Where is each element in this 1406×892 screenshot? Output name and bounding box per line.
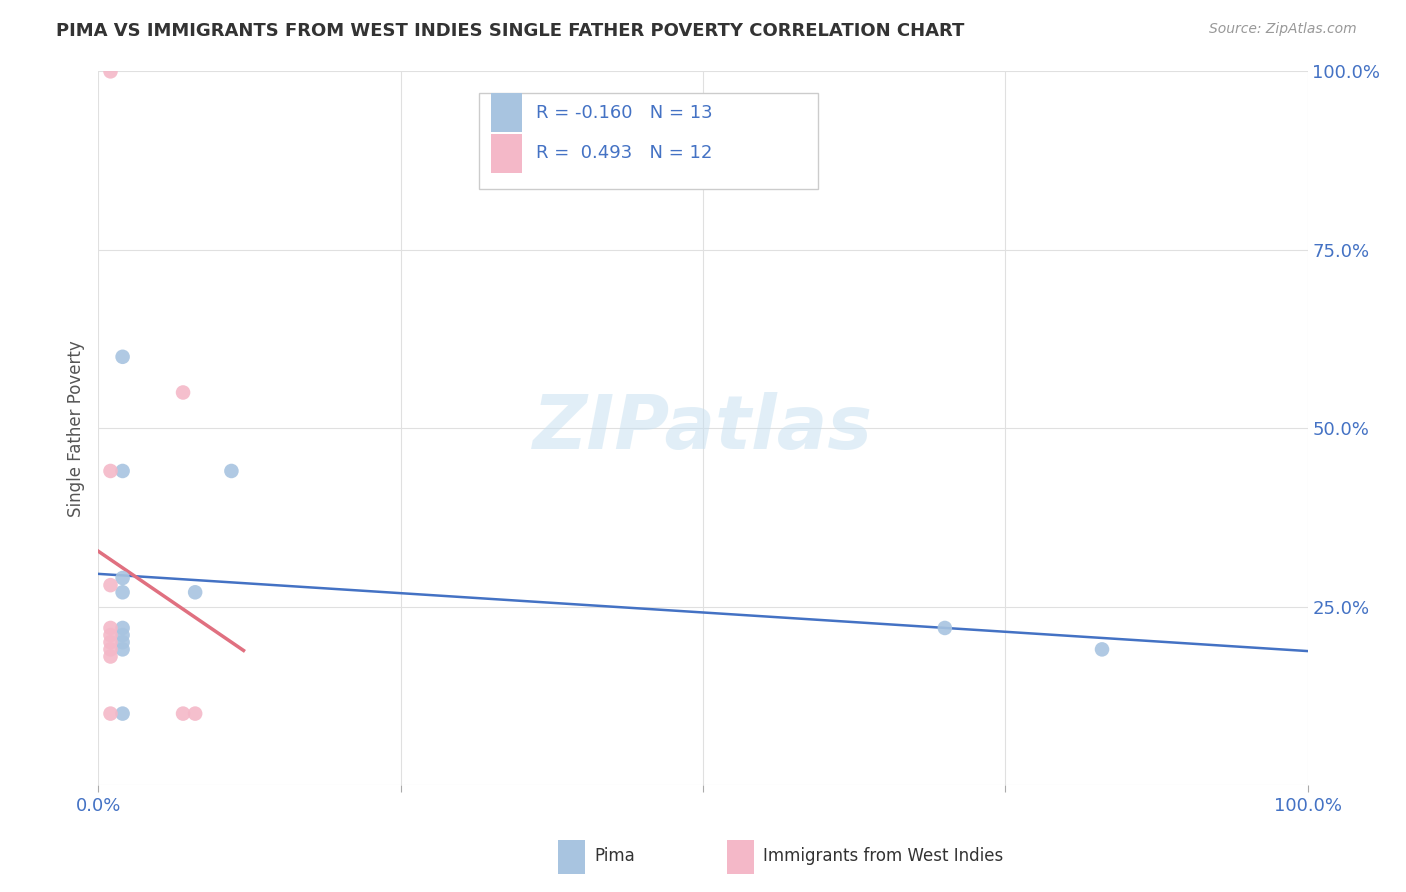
- Point: [172, 706, 194, 721]
- Point: [100, 64, 122, 78]
- Point: [111, 621, 134, 635]
- Point: [184, 706, 207, 721]
- Text: Immigrants from West Indies: Immigrants from West Indies: [763, 847, 1004, 865]
- Text: R =  0.493   N = 12: R = 0.493 N = 12: [536, 145, 713, 162]
- Point: [221, 464, 243, 478]
- Point: [111, 464, 134, 478]
- Point: [111, 635, 134, 649]
- Bar: [479, 93, 818, 189]
- Point: [111, 585, 134, 599]
- Point: [100, 706, 122, 721]
- Text: PIMA VS IMMIGRANTS FROM WEST INDIES SINGLE FATHER POVERTY CORRELATION CHART: PIMA VS IMMIGRANTS FROM WEST INDIES SING…: [56, 22, 965, 40]
- Bar: [727, 840, 754, 874]
- Point: [111, 350, 134, 364]
- Point: [100, 635, 122, 649]
- Text: ZIPatlas: ZIPatlas: [533, 392, 873, 465]
- Point: [172, 385, 194, 400]
- Point: [100, 649, 122, 664]
- Text: R = -0.160   N = 13: R = -0.160 N = 13: [536, 103, 713, 121]
- Text: Pima: Pima: [595, 847, 636, 865]
- Point: [1091, 642, 1114, 657]
- Point: [111, 571, 134, 585]
- Point: [100, 642, 122, 657]
- Bar: [558, 840, 585, 874]
- Point: [111, 628, 134, 642]
- Point: [111, 706, 134, 721]
- Point: [934, 621, 956, 635]
- Y-axis label: Single Father Poverty: Single Father Poverty: [67, 340, 86, 516]
- Point: [100, 628, 122, 642]
- Point: [111, 642, 134, 657]
- Bar: [492, 93, 522, 132]
- Text: Source: ZipAtlas.com: Source: ZipAtlas.com: [1209, 22, 1357, 37]
- Point: [100, 578, 122, 592]
- Point: [184, 585, 207, 599]
- Point: [100, 621, 122, 635]
- Point: [100, 464, 122, 478]
- Bar: [492, 134, 522, 173]
